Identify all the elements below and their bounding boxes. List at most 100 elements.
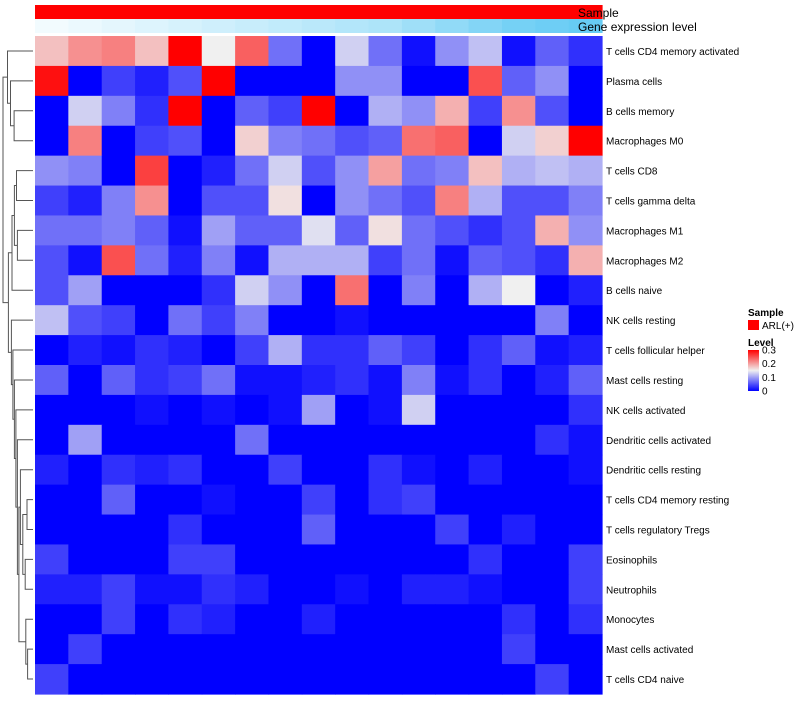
heatmap-cell	[68, 155, 103, 187]
heatmap-cell	[101, 634, 136, 665]
heatmap-cell	[168, 574, 203, 605]
expression-track-cell	[535, 19, 570, 33]
heatmap-cell	[268, 574, 303, 605]
heatmap-cell	[535, 544, 570, 575]
row-label: NK cells resting	[606, 316, 675, 327]
row-label: T cells CD8	[606, 167, 658, 178]
heatmap-cell	[435, 95, 470, 127]
heatmap-cell	[468, 125, 503, 157]
heatmap-cell	[568, 215, 603, 246]
heatmap-cell	[101, 664, 136, 695]
heatmap-cell	[301, 424, 336, 456]
heatmap-cell	[168, 664, 203, 695]
heatmap-cell	[468, 185, 503, 217]
heatmap-cell	[135, 305, 170, 336]
heatmap-cell	[535, 424, 570, 456]
heatmap-cell	[235, 544, 270, 575]
legend-ticks: 0.3 0.2 0.1 0	[762, 346, 776, 398]
heatmap-cell	[68, 335, 103, 366]
heatmap-cell	[35, 394, 69, 426]
heatmap-cell	[401, 215, 436, 246]
heatmap-cell	[435, 664, 470, 695]
row-label: T cells CD4 memory activated	[606, 47, 739, 58]
heatmap-cell	[368, 245, 403, 276]
sample-track-cell	[68, 5, 103, 19]
heatmap-cell	[501, 155, 536, 187]
heatmap-cell	[335, 245, 370, 276]
heatmap-cell	[301, 125, 336, 157]
heatmap-cell	[101, 454, 136, 486]
heatmap-cell	[368, 335, 403, 366]
heatmap-cell	[468, 604, 503, 635]
heatmap-cell	[501, 634, 536, 665]
heatmap-cell	[135, 335, 170, 366]
heatmap-cell	[168, 634, 203, 665]
sample-annotation-track	[35, 5, 603, 19]
heatmap-cell	[335, 365, 370, 396]
heatmap-cell	[435, 275, 470, 306]
heatmap-cell	[135, 155, 170, 187]
sample-track-label: Sample	[578, 6, 619, 20]
heatmap-cell	[235, 484, 270, 516]
heatmap-cell	[468, 215, 503, 246]
heatmap-cell	[401, 574, 436, 605]
heatmap-cell	[568, 514, 603, 546]
heatmap-cell	[101, 275, 136, 306]
heatmap-cell	[535, 335, 570, 366]
heatmap-cell	[35, 36, 69, 67]
heatmap-cell	[201, 36, 236, 67]
heatmap-cell	[68, 65, 103, 97]
heatmap-cell	[268, 634, 303, 665]
heatmap-cell	[101, 245, 136, 276]
heatmap-cell	[335, 394, 370, 426]
heatmap-cell	[501, 394, 536, 426]
heatmap-cell	[268, 604, 303, 635]
heatmap-cell	[235, 574, 270, 605]
heatmap-cell	[435, 65, 470, 97]
heatmap-cell	[501, 484, 536, 516]
sample-track-cell	[535, 5, 570, 19]
heatmap-cell	[401, 514, 436, 546]
heatmap-cell	[101, 95, 136, 127]
heatmap-cell	[268, 245, 303, 276]
heatmap-cell	[368, 484, 403, 516]
expression-track-cell	[335, 19, 370, 33]
heatmap-cell	[235, 454, 270, 486]
heatmap-cell	[301, 664, 336, 695]
heatmap-cell	[335, 604, 370, 635]
heatmap-cell	[35, 424, 69, 456]
heatmap-cell	[401, 544, 436, 575]
heatmap-cell	[368, 36, 403, 67]
heatmap-cell	[468, 664, 503, 695]
heatmap-cell	[501, 95, 536, 127]
heatmap-cell	[301, 634, 336, 665]
dendrogram-branch	[2, 76, 9, 304]
expression-track-label: Gene expression level	[578, 20, 697, 34]
heatmap-cell	[101, 125, 136, 157]
heatmap-cell	[135, 484, 170, 516]
heatmap-cell	[135, 275, 170, 306]
heatmap-cell	[201, 275, 236, 306]
heatmap-cell	[135, 634, 170, 665]
heatmap-cell	[401, 305, 436, 336]
heatmap-cell	[435, 574, 470, 605]
heatmap-cell	[335, 65, 370, 97]
heatmap-cell	[501, 365, 536, 396]
heatmap-cell	[35, 125, 69, 157]
heatmap-cell	[368, 604, 403, 635]
heatmap-cell	[401, 365, 436, 396]
heatmap-cell	[168, 365, 203, 396]
heatmap-cell	[401, 155, 436, 187]
heatmap-cell	[35, 604, 69, 635]
heatmap-cell	[301, 365, 336, 396]
heatmap-cell	[135, 394, 170, 426]
heatmap-cell	[235, 365, 270, 396]
dendrogram-branch	[27, 648, 33, 680]
heatmap-cell	[401, 484, 436, 516]
heatmap-cell	[368, 424, 403, 456]
heatmap-cell	[235, 514, 270, 546]
heatmap-cell	[201, 305, 236, 336]
heatmap-cell	[468, 95, 503, 127]
heatmap-cell	[535, 634, 570, 665]
